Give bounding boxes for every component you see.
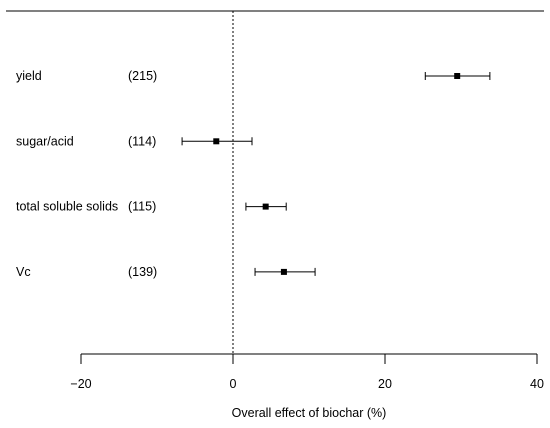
row-sample-size: (215) — [128, 69, 157, 83]
point-estimate — [454, 73, 461, 79]
forest-row: total soluble solids (115) — [16, 200, 287, 214]
row-sample-size: (115) — [128, 200, 156, 214]
row-sample-size: (114) — [128, 134, 156, 148]
forest-row: yield (215) — [16, 69, 491, 83]
x-axis-label: Overall effect of biochar (%) — [232, 406, 387, 420]
forest-row: sugar/acid (114) — [16, 134, 253, 148]
x-axis-ticks: −20 0 20 40 — [70, 354, 544, 391]
row-label: total soluble solids — [16, 200, 118, 214]
point-estimate — [213, 138, 220, 145]
x-tick-label: 20 — [378, 377, 392, 391]
point-estimate — [262, 203, 269, 210]
row-sample-size: (139) — [128, 265, 157, 279]
row-label: yield — [16, 69, 42, 83]
row-label: sugar/acid — [16, 134, 74, 148]
x-tick-label: 40 — [530, 377, 544, 391]
forest-rows: yield (215) sugar/acid (114) total soluble s… — [16, 69, 491, 279]
point-estimate — [280, 268, 287, 275]
row-label: Vc — [16, 265, 31, 279]
x-tick-label: −20 — [70, 377, 91, 391]
x-tick-label: 0 — [230, 377, 237, 391]
forest-row: Vc (139) — [16, 265, 316, 279]
